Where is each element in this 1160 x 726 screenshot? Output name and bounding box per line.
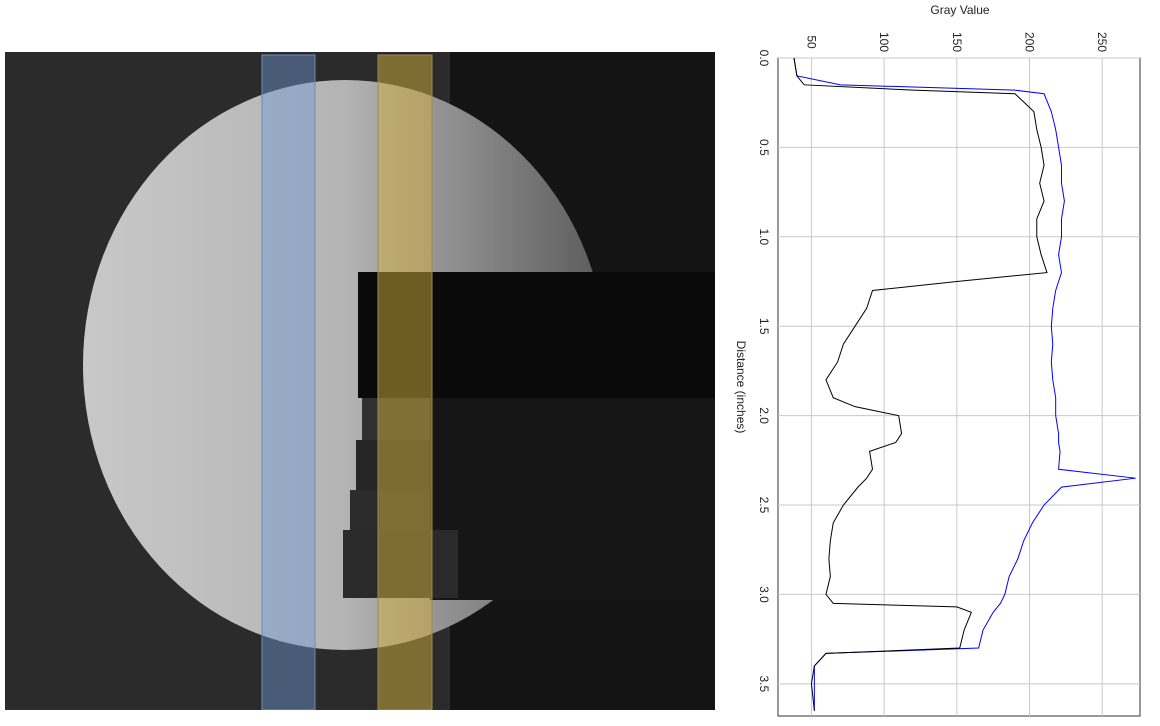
blue-roi [261, 54, 316, 710]
plot-frame [777, 57, 1141, 717]
x-tick-label: 2.0 [757, 407, 771, 424]
x-tick-label: 1.0 [757, 228, 771, 245]
x-axis-label: Distance (inches) [734, 341, 748, 434]
x-tick-label: 3.5 [757, 675, 771, 692]
x-tick-label: 2.5 [757, 497, 771, 514]
x-tick-label: 0.0 [757, 50, 771, 67]
y-tick-label: 200 [1023, 32, 1037, 52]
series-line [793, 57, 1048, 711]
x-tick-label: 1.5 [757, 318, 771, 335]
series-line [793, 57, 1136, 711]
y-tick-label: 100 [877, 32, 891, 52]
x-tick-label: 0.5 [757, 139, 771, 156]
x-tick-label: 3.0 [757, 586, 771, 603]
y-tick-label: 250 [1095, 32, 1109, 52]
y-tick-label: 150 [950, 32, 964, 52]
chart-title: Gray Value [930, 3, 989, 17]
y-tick-label: 50 [804, 35, 818, 49]
yellow-roi [377, 54, 433, 710]
xray-image [5, 52, 715, 710]
